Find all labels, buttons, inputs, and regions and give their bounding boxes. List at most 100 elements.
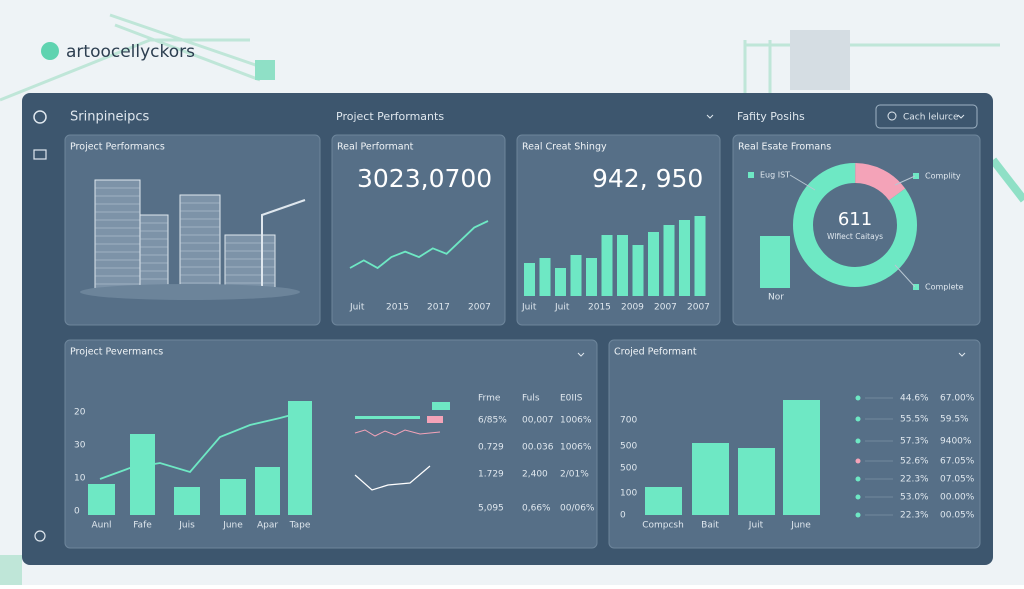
bar — [679, 220, 690, 296]
legend-swatch — [913, 284, 919, 290]
list-value: 67.00% — [940, 394, 975, 404]
mini-bar — [355, 416, 420, 419]
line-series — [349, 220, 489, 270]
hill-decoration — [989, 157, 1024, 203]
leader-line — [894, 264, 916, 288]
x-tick-label: Compcsh — [642, 521, 684, 531]
card-menu[interactable] — [577, 352, 585, 357]
mini-line — [354, 465, 431, 491]
bar — [570, 255, 582, 296]
table-cell: 5,095 — [478, 504, 504, 514]
x-tick-label: Aunl — [91, 521, 111, 531]
x-tick-label: Apar — [257, 521, 278, 531]
list-value: 55.5% — [900, 415, 929, 425]
y-tick-label: 0 — [620, 511, 626, 521]
header-dropdown[interactable] — [706, 114, 714, 119]
list-value: 44.6% — [900, 394, 929, 404]
bar — [255, 467, 280, 515]
table-cell: 00.036 — [522, 443, 554, 453]
header-right-title: Fafity Posihs — [737, 110, 805, 123]
bar — [663, 225, 675, 296]
x-tick-label: Bait — [701, 521, 719, 531]
building-decoration — [790, 30, 850, 90]
crane-decoration — [0, 38, 250, 102]
legend-bar — [760, 236, 790, 288]
list-value: 00.00% — [940, 493, 975, 503]
card-menu[interactable] — [958, 352, 966, 357]
table-header: Frme — [478, 394, 501, 404]
crane — [261, 199, 306, 290]
x-tick-label: Tape — [289, 521, 311, 531]
bar — [648, 232, 659, 296]
x-tick-label: 2015 — [386, 303, 409, 313]
donut-center-value: 611 — [838, 209, 872, 230]
card-title: Project Pevermancs — [70, 347, 163, 358]
y-tick-label: 0 — [74, 507, 80, 517]
bar — [88, 484, 115, 515]
x-tick-label: 2015 — [588, 303, 611, 313]
table-cell: 1.729 — [478, 470, 504, 480]
crane-decoration — [109, 13, 271, 72]
donut-center-label: Wlfiect Caitays — [827, 232, 883, 241]
leader-line — [894, 175, 916, 186]
crane-decoration — [114, 23, 261, 82]
list-dot — [855, 494, 861, 500]
building — [179, 194, 221, 291]
kpi-value: 942, 950 — [592, 164, 703, 193]
y-tick-label: 500 — [620, 442, 637, 452]
x-tick-label: 2009 — [621, 303, 644, 313]
list-value: 57.3% — [900, 437, 929, 447]
card-title: Real Esate Fromans — [738, 142, 831, 153]
card-title: Project Performancs — [70, 142, 165, 153]
table-header: E0IIS — [560, 394, 583, 404]
mini-line — [354, 429, 441, 437]
mini-bar — [432, 402, 450, 410]
legend-label: Complity — [925, 172, 961, 181]
list-dot — [855, 416, 861, 422]
y-tick-label: 30 — [74, 441, 86, 451]
x-tick-label: Fafe — [133, 521, 152, 531]
mini-bar — [427, 416, 443, 423]
table-cell: 2,400 — [522, 470, 548, 480]
x-tick-label: June — [790, 521, 811, 531]
sidebar-title: Srinpineipcs — [70, 110, 150, 125]
table-cell: 6/85% — [478, 416, 507, 426]
brand-name: artoocellyckors — [66, 42, 195, 62]
x-tick-label: Juit — [349, 303, 365, 313]
line-series — [99, 409, 311, 480]
bar — [174, 487, 200, 515]
table-cell: 00,007 — [522, 416, 554, 426]
table-cell: 1006% — [560, 443, 592, 453]
y-tick-label: 100 — [620, 489, 637, 499]
bar — [783, 400, 820, 515]
x-tick-label: 2017 — [427, 303, 450, 313]
kpi-value: 3023,0700 — [357, 164, 492, 193]
bar — [288, 401, 312, 515]
list-value: 53.0% — [900, 493, 929, 503]
list-value: 22.3% — [900, 511, 929, 521]
list-dot — [855, 438, 861, 444]
search-box[interactable] — [875, 104, 978, 129]
bar — [539, 258, 551, 296]
sidebar-icon — [33, 110, 47, 124]
card-title: Real Creat Shingy — [522, 142, 607, 153]
x-tick-label: June — [222, 521, 243, 531]
x-tick-label: Juis — [178, 521, 195, 531]
table-cell: 2/01% — [560, 470, 589, 480]
table-cell: 00/06% — [560, 504, 595, 514]
building — [224, 234, 276, 291]
bar — [645, 487, 682, 515]
y-tick-label: 700 — [620, 416, 637, 426]
sidebar-icon — [33, 149, 47, 160]
list-dot — [855, 458, 861, 464]
list-dot — [855, 476, 861, 482]
bar — [555, 268, 566, 296]
list-value: 52.6% — [900, 457, 929, 467]
building — [94, 179, 141, 291]
ground-decoration — [0, 555, 22, 585]
card-title: Crojed Peformant — [614, 347, 697, 358]
search-icon — [887, 111, 897, 121]
y-tick-label: 20 — [74, 408, 86, 418]
card — [732, 134, 981, 326]
x-tick-label: Juit — [521, 303, 537, 313]
